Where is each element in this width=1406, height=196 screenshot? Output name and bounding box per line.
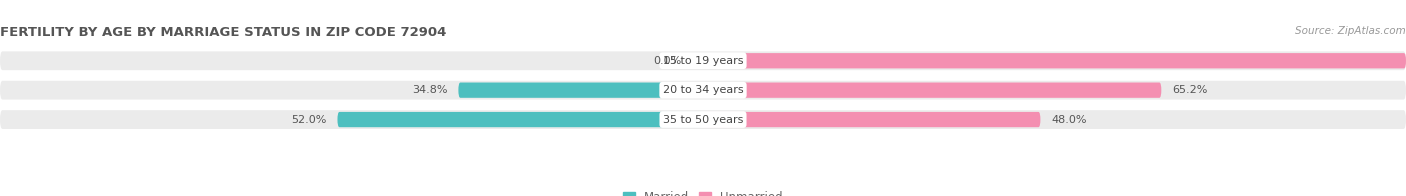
Text: 34.8%: 34.8% (412, 85, 449, 95)
Text: 0.0%: 0.0% (654, 56, 682, 66)
Text: 48.0%: 48.0% (1052, 114, 1087, 125)
FancyBboxPatch shape (0, 81, 1406, 100)
Text: 52.0%: 52.0% (291, 114, 326, 125)
Text: 15 to 19 years: 15 to 19 years (662, 56, 744, 66)
Legend: Married, Unmarried: Married, Unmarried (619, 186, 787, 196)
Text: 20 to 34 years: 20 to 34 years (662, 85, 744, 95)
FancyBboxPatch shape (337, 112, 703, 127)
Text: 35 to 50 years: 35 to 50 years (662, 114, 744, 125)
FancyBboxPatch shape (703, 83, 1161, 98)
FancyBboxPatch shape (703, 53, 1406, 68)
FancyBboxPatch shape (0, 110, 1406, 129)
FancyBboxPatch shape (458, 83, 703, 98)
Text: FERTILITY BY AGE BY MARRIAGE STATUS IN ZIP CODE 72904: FERTILITY BY AGE BY MARRIAGE STATUS IN Z… (0, 26, 446, 39)
Text: Source: ZipAtlas.com: Source: ZipAtlas.com (1295, 26, 1406, 36)
FancyBboxPatch shape (0, 51, 1406, 70)
FancyBboxPatch shape (703, 112, 1040, 127)
Text: 65.2%: 65.2% (1173, 85, 1208, 95)
